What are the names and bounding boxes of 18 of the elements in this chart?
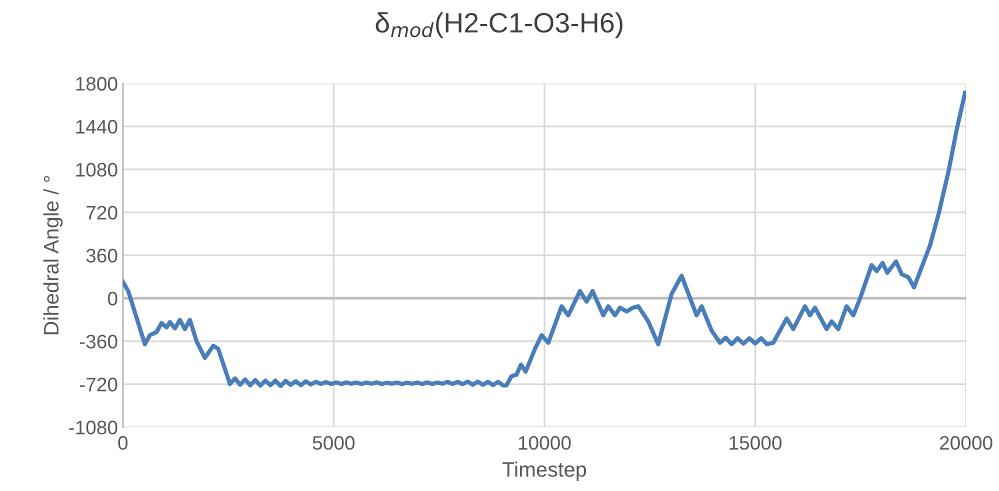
- x-tick-label: 20000: [940, 436, 992, 450]
- y-tick-label: -360: [80, 334, 118, 348]
- chart-title: δ$_{mod}$(H2-C1-O3-H6): [376, 12, 622, 38]
- y-axis-title: Dihedral Angle / °: [43, 176, 63, 334]
- y-tick-label: 1080: [76, 162, 118, 177]
- y-tick-label: 1800: [76, 76, 118, 91]
- y-tick-label: -1080: [69, 420, 118, 434]
- y-tick-label: 0: [108, 292, 118, 306]
- y-tick-label: 720: [86, 206, 118, 220]
- y-tick-label: 1440: [76, 120, 118, 134]
- line-series: [122, 90, 966, 388]
- x-axis-title: Timestep: [502, 462, 586, 481]
- x-tick-label: 0: [118, 436, 128, 450]
- x-tick-label: 15000: [730, 436, 782, 450]
- x-tick-label: 5000: [312, 436, 355, 450]
- y-tick-label: -720: [80, 378, 118, 392]
- x-tick-label: 10000: [518, 436, 571, 450]
- y-tick-label: 360: [86, 248, 118, 263]
